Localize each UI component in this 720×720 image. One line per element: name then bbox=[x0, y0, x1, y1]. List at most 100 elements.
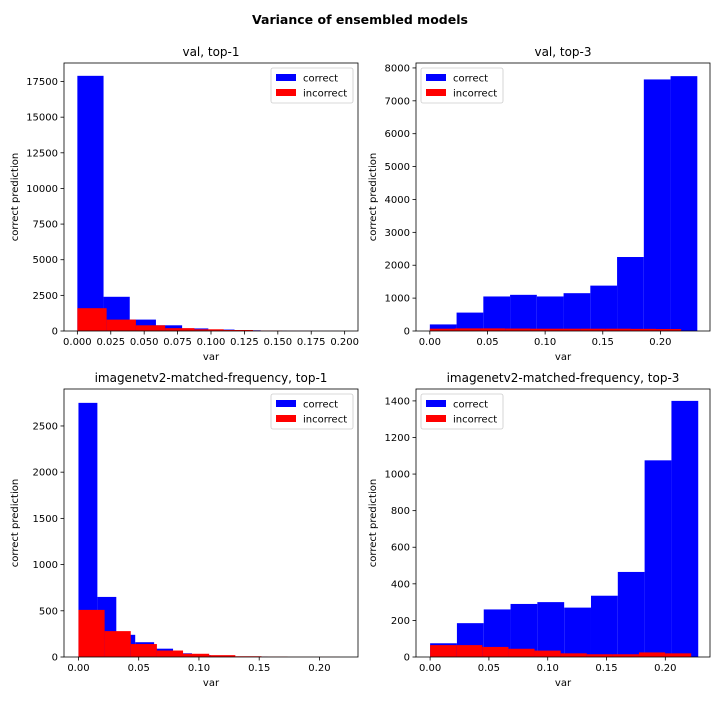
x-tick-label: 0.175 bbox=[297, 337, 326, 348]
subplot-title: val, top-3 bbox=[534, 45, 591, 59]
x-tick-label: 0.15 bbox=[248, 663, 270, 674]
correct-bar bbox=[670, 76, 698, 331]
correct-bar bbox=[537, 602, 565, 657]
bars bbox=[429, 76, 698, 331]
y-tick-label: 2500 bbox=[33, 421, 58, 432]
correct-bar bbox=[78, 402, 98, 657]
y-tick-label: 1200 bbox=[385, 433, 410, 444]
correct-bar bbox=[643, 79, 671, 331]
incorrect-bar bbox=[183, 653, 210, 657]
y-tick-label: 1000 bbox=[33, 560, 58, 571]
y-tick-label: 800 bbox=[391, 506, 410, 517]
correct-bar bbox=[456, 312, 484, 331]
y-tick-label: 7500 bbox=[33, 220, 58, 231]
legend-swatch-correct bbox=[426, 74, 446, 81]
subplot-3: 0.00 0.05 0.10 0.15 0.20 0 500 1000 1500 2000 2500… bbox=[10, 371, 359, 689]
incorrect-bar bbox=[165, 328, 195, 331]
x-axis-label: var bbox=[555, 352, 572, 363]
x-tick-label: 0.025 bbox=[96, 337, 125, 348]
y-tick-label: 5000 bbox=[385, 162, 410, 173]
correct-bar bbox=[483, 296, 511, 331]
y-tick-label: 12500 bbox=[26, 148, 58, 159]
incorrect-bar bbox=[630, 328, 657, 331]
incorrect-bar bbox=[665, 653, 692, 657]
x-tick-label: 0.15 bbox=[592, 337, 614, 348]
incorrect-bar bbox=[530, 328, 556, 331]
y-tick-label: 200 bbox=[391, 616, 410, 627]
y-tick-label: 17500 bbox=[26, 77, 58, 88]
legend-label-correct: correct bbox=[453, 400, 488, 411]
incorrect-bar bbox=[104, 631, 131, 657]
axes-frame bbox=[415, 388, 711, 658]
incorrect-bar bbox=[586, 654, 613, 657]
y-axis-label: correct prediction bbox=[368, 153, 379, 241]
subplot-1: 0.000 0.025 0.050 0.075 0.100 0.125 0.150 0.175… bbox=[10, 45, 359, 363]
incorrect-bar bbox=[135, 325, 166, 331]
legend-label-incorrect: incorrect bbox=[453, 415, 497, 426]
subplot-title: imagenetv2-matched-frequency, top-1 bbox=[95, 371, 328, 385]
incorrect-bar bbox=[534, 650, 561, 657]
correct-bar bbox=[77, 75, 104, 331]
incorrect-bar bbox=[638, 652, 666, 657]
legend-swatch-incorrect bbox=[276, 89, 296, 96]
correct-bar bbox=[617, 571, 645, 657]
x-tick-label: 0.05 bbox=[128, 663, 150, 674]
bars bbox=[78, 402, 340, 657]
axes-frame bbox=[63, 388, 359, 658]
x-tick-label: 0.20 bbox=[654, 663, 676, 674]
subplot-4: 0.00 0.05 0.10 0.15 0.20 0 200 400 600 800 1000 120… bbox=[368, 371, 711, 689]
legend-label-incorrect: incorrect bbox=[303, 415, 347, 426]
incorrect-bar bbox=[429, 328, 455, 331]
correct-bar bbox=[536, 296, 564, 331]
axes-frame bbox=[415, 62, 711, 332]
x-tick-label: 0.000 bbox=[63, 337, 92, 348]
legend-swatch-incorrect bbox=[276, 415, 296, 422]
y-tick-label: 500 bbox=[39, 606, 58, 617]
legend-label-correct: correct bbox=[453, 74, 488, 85]
legend-label-correct: correct bbox=[303, 74, 338, 85]
incorrect-bar bbox=[223, 330, 253, 331]
x-tick-label: 0.10 bbox=[534, 337, 556, 348]
incorrect-bar bbox=[605, 328, 631, 331]
y-tick-label: 1000 bbox=[385, 294, 410, 305]
subplot-title: val, top-1 bbox=[182, 45, 239, 59]
y-tick-label: 0 bbox=[404, 327, 410, 338]
figure-title: Variance of ensembled models bbox=[252, 12, 468, 27]
legend-swatch-incorrect bbox=[426, 415, 446, 422]
incorrect-bar bbox=[194, 329, 224, 331]
incorrect-bar bbox=[130, 644, 157, 657]
incorrect-bar bbox=[106, 319, 136, 331]
incorrect-bar bbox=[505, 328, 531, 331]
y-axis-label: correct prediction bbox=[10, 479, 21, 567]
legend-swatch-correct bbox=[426, 400, 446, 407]
incorrect-bar bbox=[508, 648, 535, 657]
incorrect-bar bbox=[209, 655, 236, 657]
legend: correct incorrect bbox=[420, 67, 504, 104]
y-tick-label: 0 bbox=[404, 653, 410, 664]
correct-bar bbox=[590, 595, 618, 657]
x-tick-label: 0.00 bbox=[419, 337, 441, 348]
x-tick-label: 0.05 bbox=[476, 337, 498, 348]
y-tick-label: 8000 bbox=[385, 63, 410, 74]
y-tick-label: 15000 bbox=[26, 113, 58, 124]
x-tick-label: 0.20 bbox=[308, 663, 330, 674]
incorrect-bar bbox=[456, 645, 483, 657]
y-tick-label: 6000 bbox=[385, 129, 410, 140]
subplot-grid: 0.000 0.025 0.050 0.075 0.100 0.125 0.150 0.175… bbox=[10, 45, 711, 689]
legend-label-correct: correct bbox=[303, 400, 338, 411]
x-tick-label: 0.05 bbox=[478, 663, 500, 674]
correct-bar bbox=[617, 257, 644, 331]
y-tick-label: 4000 bbox=[385, 195, 410, 206]
legend: correct incorrect bbox=[270, 67, 354, 104]
y-tick-label: 2000 bbox=[33, 468, 58, 479]
y-tick-label: 400 bbox=[391, 579, 410, 590]
y-tick-label: 0 bbox=[52, 327, 58, 338]
legend-swatch-incorrect bbox=[426, 89, 446, 96]
incorrect-bar bbox=[78, 609, 105, 657]
y-tick-label: 5000 bbox=[33, 255, 58, 266]
x-tick-label: 0.15 bbox=[595, 663, 617, 674]
x-tick-label: 0.150 bbox=[263, 337, 292, 348]
legend-label-incorrect: incorrect bbox=[303, 89, 347, 100]
y-tick-label: 3000 bbox=[385, 228, 410, 239]
